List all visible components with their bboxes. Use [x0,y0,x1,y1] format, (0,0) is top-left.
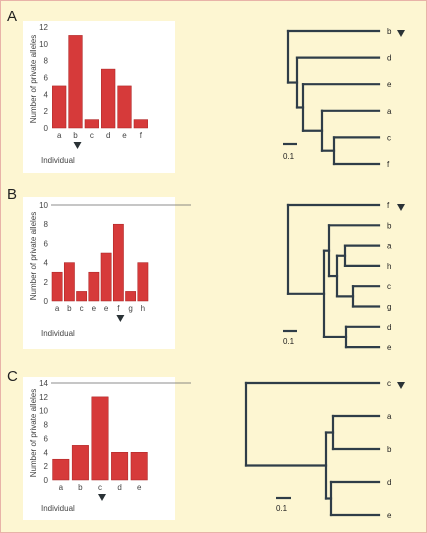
y-tick-label: 10 [39,407,48,416]
bar-d [101,68,116,129]
marker-arrow-icon [397,30,405,37]
tree-leaf-label: f [387,160,390,169]
panel-letter: B [7,186,17,203]
chart-background [23,21,175,173]
x-tick-label: e [92,304,97,313]
y-tick-label: 6 [44,74,49,83]
tree-leaf-label: a [387,242,392,251]
y-tick-label: 2 [44,107,49,116]
y-tick-label: 12 [39,23,48,32]
bar-c [76,291,88,302]
marker-arrow-icon [73,142,82,149]
x-tick-label: e [122,131,127,140]
marker-arrow-icon [397,382,405,389]
y-tick-label: 6 [44,239,49,248]
tree-leaf-label: e [387,80,392,89]
x-tick-label: b [67,304,72,313]
bar-b [63,262,75,302]
x-tick-label: g [128,304,132,313]
bar-a [51,271,63,302]
tree-leaf-label: e [387,511,392,520]
x-tick-label: b [73,131,78,140]
y-tick-label: 8 [44,220,49,229]
x-tick-label: a [57,131,62,140]
bar-e [88,271,100,302]
y-tick-label: 6 [44,434,49,443]
y-axis-title: Number of private alleles [29,212,38,300]
y-tick-label: 0 [44,297,49,306]
bar-g [125,291,137,302]
x-axis-title: Individual [41,329,75,338]
bar-e [100,252,112,302]
x-tick-label: b [78,483,83,492]
x-tick-label: f [117,304,120,313]
tree-leaf-label: a [387,107,392,116]
bar-h [137,262,149,302]
y-tick-label: 2 [44,278,49,287]
tree-leaf-label: c [387,282,391,291]
y-tick-label: 4 [44,90,49,99]
panel-letter: C [7,368,18,385]
y-tick-label: 12 [39,393,48,402]
x-tick-label: e [137,483,142,492]
marker-arrow-icon [397,204,405,211]
x-tick-label: e [104,304,109,313]
tree-leaf-label: f [387,201,390,210]
y-tick-label: 14 [39,379,48,388]
x-axis-title: Individual [41,504,75,513]
bar-e [117,85,132,129]
x-tick-label: d [106,131,110,140]
y-tick-label: 10 [39,201,48,210]
marker-arrow-icon [98,494,106,501]
y-axis-title: Number of private alleles [29,389,38,477]
scale-bar-label: 0.1 [283,152,295,161]
x-tick-label: a [55,304,60,313]
x-tick-label: c [98,483,102,492]
bar-c [84,119,99,129]
bar-d [111,452,129,481]
y-tick-label: 4 [44,448,49,457]
x-tick-label: a [59,483,64,492]
tree-leaf-label: h [387,262,391,271]
bar-e [130,452,148,481]
tree-leaf-label: b [387,445,392,454]
y-axis-title: Number of private alleles [29,35,38,123]
tree-leaf-label: c [387,379,391,388]
tree-leaf-label: a [387,412,392,421]
tree-leaf-label: g [387,303,391,312]
y-tick-label: 8 [44,421,49,430]
bar-a [52,85,67,129]
x-tick-label: d [117,483,121,492]
marker-arrow-icon [116,315,125,322]
bar-b [71,445,89,481]
bar-f [112,223,124,302]
scale-bar-label: 0.1 [283,337,295,346]
y-tick-label: 4 [44,259,49,268]
tree-leaf-label: c [387,133,391,142]
bar-a [52,458,70,481]
y-tick-label: 2 [44,462,49,471]
x-tick-label: h [141,304,145,313]
x-tick-label: c [80,304,84,313]
tree-leaf-label: d [387,478,391,487]
tree-leaf-label: b [387,221,392,230]
x-axis-title: Individual [41,156,75,165]
scale-bar-label: 0.1 [276,504,288,513]
x-tick-label: c [90,131,94,140]
tree-leaf-label: b [387,27,392,36]
y-tick-label: 0 [44,476,49,485]
y-tick-label: 8 [44,57,49,66]
bar-b [68,35,83,129]
y-tick-label: 10 [39,40,48,49]
tree-leaf-label: e [387,343,392,352]
x-tick-label: f [140,131,143,140]
tree-leaf-label: d [387,54,391,63]
bar-c [91,396,109,481]
y-tick-label: 0 [44,124,49,133]
panel-letter: A [7,8,17,25]
bar-f [133,119,148,129]
tree-leaf-label: d [387,323,391,332]
